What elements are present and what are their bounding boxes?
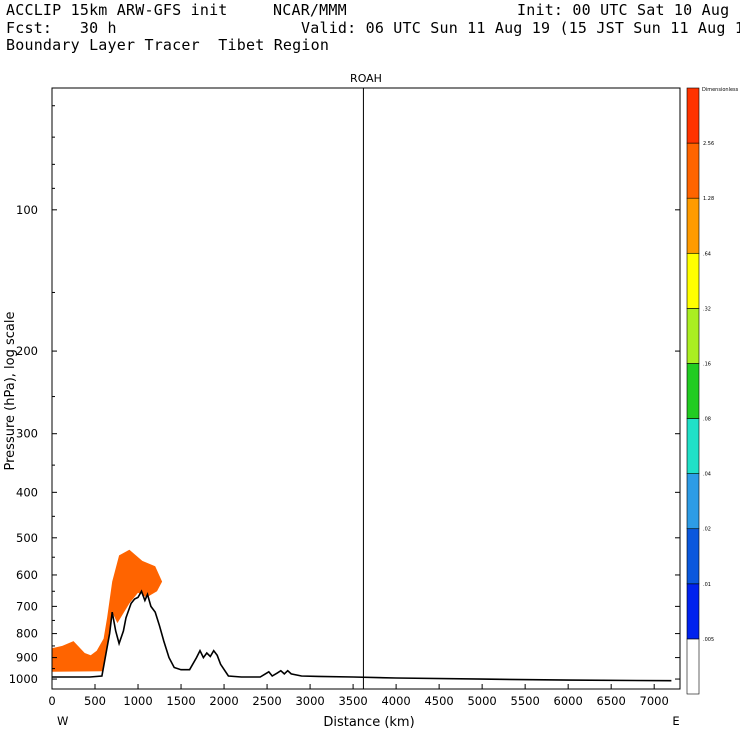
colorbar-label: 2.56 [703, 141, 714, 147]
y-tick-label: 900 [16, 651, 38, 665]
y-tick-label: 400 [16, 485, 38, 499]
header-init: Init: 00 UTC Sat 10 Aug 19 [517, 1, 740, 19]
colorbar-swatch [686, 473, 700, 530]
colorbar-swatch [686, 583, 700, 640]
y-tick-label: 100 [16, 203, 38, 217]
x-tick-label: 4500 [424, 694, 453, 708]
colorbar-label: .04 [703, 472, 711, 478]
colorbar-swatch [686, 638, 700, 695]
plot-frame [51, 87, 681, 690]
colorbar-swatch [686, 363, 700, 419]
colorbar-swatch [686, 418, 700, 474]
colorbar-label: .32 [703, 306, 711, 312]
x-tick-label: 0 [48, 694, 55, 708]
colorbar-label: 1.28 [703, 196, 714, 202]
x-tick-label: 1500 [166, 694, 195, 708]
colorbar-swatch [686, 142, 700, 199]
east-end-label: E [672, 714, 679, 728]
x-tick-label: 6000 [554, 694, 583, 708]
colorbar-label: .64 [703, 251, 711, 257]
colorbar-label: .005 [703, 637, 714, 643]
header-model: ACCLIP 15km ARW-GFS init [6, 1, 228, 19]
y-tick-label: 500 [16, 531, 38, 545]
y-tick-label: 800 [16, 627, 38, 641]
header-fcst: Fcst: 30 h [6, 19, 117, 37]
header-valid: Valid: 06 UTC Sun 11 Aug 19 (15 JST Sun … [301, 19, 740, 37]
x-tick-label: 5500 [511, 694, 540, 708]
terrain-profile-line [52, 589, 672, 682]
colorbar-swatch [686, 252, 700, 309]
x-tick-label: 3000 [295, 694, 324, 708]
x-tick-label: 5000 [467, 694, 496, 708]
header-org: NCAR/MMM [273, 1, 347, 19]
colorbar-swatch [686, 87, 700, 144]
x-tick-label: 2000 [209, 694, 238, 708]
y-tick-label: 1000 [9, 672, 38, 686]
below-ground-mask [52, 591, 672, 689]
colorbar-swatch [686, 528, 700, 585]
plume-level-1p28 [52, 549, 163, 672]
colorbar-swatch [686, 197, 700, 254]
header-field: Boundary Layer Tracer Tibet Region [6, 36, 330, 54]
colorbar-units: Dimensionless [702, 87, 739, 93]
y-tick-label: 600 [16, 568, 38, 582]
tracer-plume-fills [52, 267, 672, 689]
colorbar: .005 .01 .02 .04 .08 .16 .32 .64 1.28 2.56 Dimensi… [686, 87, 739, 695]
colorbar-label: .01 [703, 582, 711, 588]
x-tick-label: 2500 [252, 694, 281, 708]
x-axis-label: Distance (km) [323, 715, 414, 730]
x-tick-label: 1000 [123, 694, 152, 708]
colorbar-label: .02 [703, 527, 711, 533]
colorbar-swatch [686, 308, 700, 364]
x-tick-label: 3500 [338, 694, 367, 708]
x-tick-label: 6500 [597, 694, 626, 708]
colorbar-label: .16 [703, 361, 711, 367]
axis-ticks: 0 500 1000 1500 2000 2500 3000 3500 4000 4500 5000… [9, 105, 680, 708]
x-tick-label: 500 [84, 694, 106, 708]
colorbar-label: .08 [703, 417, 711, 423]
y-tick-label: 700 [16, 599, 38, 613]
x-tick-label: 4000 [381, 694, 410, 708]
chart-title: ROAH [350, 72, 382, 85]
y-tick-label: 300 [16, 427, 38, 441]
y-tick-label: 200 [16, 344, 38, 358]
west-end-label: W [57, 714, 68, 728]
x-tick-label: 7000 [640, 694, 669, 708]
y-axis-label: Pressure (hPa), log scale [3, 312, 18, 471]
